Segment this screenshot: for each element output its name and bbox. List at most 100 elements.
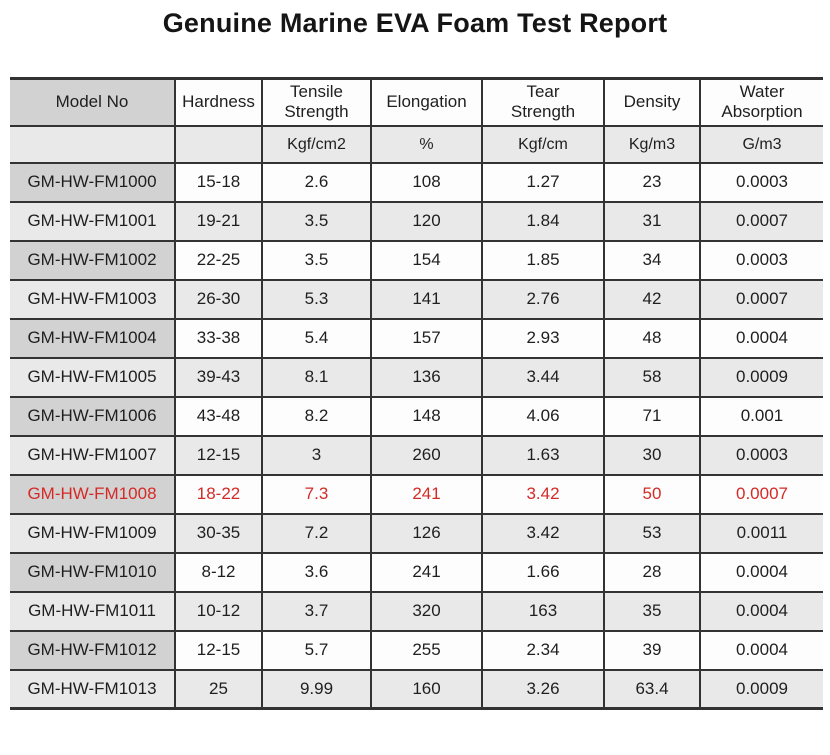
value-cell: 3.42 — [481, 473, 605, 515]
value-cell: 3.26 — [481, 668, 605, 710]
value-cell: 7.3 — [261, 473, 372, 515]
value-cell: 23 — [603, 161, 701, 203]
value-cell: 39-43 — [174, 356, 263, 398]
value-cell: 157 — [370, 317, 483, 359]
value-cell: 0.0003 — [699, 161, 823, 203]
table-row: GM-HW-FM1009 30-35 7.2 126 3.42 53 0.0011 — [10, 512, 823, 554]
model-no-cell: GM-HW-FM1009 — [10, 512, 176, 554]
value-cell: 2.6 — [261, 161, 372, 203]
value-cell: 28 — [603, 551, 701, 593]
value-cell: 3.5 — [261, 239, 372, 281]
value-cell: 0.0007 — [699, 473, 823, 515]
model-no-cell: GM-HW-FM1000 — [10, 161, 176, 203]
header-tensile-strength: Tensile Strength — [261, 77, 372, 127]
table-row: GM-HW-FM1011 10-12 3.7 320 163 35 0.0004 — [10, 590, 823, 632]
unit-tensile-strength: Kgf/cm2 — [261, 124, 372, 164]
value-cell: 260 — [370, 434, 483, 476]
table-row: GM-HW-FM1004 33-38 5.4 157 2.93 48 0.0004 — [10, 317, 823, 359]
header-density: Density — [603, 77, 701, 127]
model-no-cell: GM-HW-FM1011 — [10, 590, 176, 632]
value-cell: 160 — [370, 668, 483, 710]
value-cell: 35 — [603, 590, 701, 632]
value-cell: 1.63 — [481, 434, 605, 476]
value-cell: 141 — [370, 278, 483, 320]
model-no-cell: GM-HW-FM1007 — [10, 434, 176, 476]
value-cell: 7.2 — [261, 512, 372, 554]
header-water-absorption: Water Absorption — [699, 77, 823, 127]
model-no-cell: GM-HW-FM1010 — [10, 551, 176, 593]
unit-model-no — [10, 124, 176, 164]
value-cell: 30-35 — [174, 512, 263, 554]
table-row: GM-HW-FM1012 12-15 5.7 255 2.34 39 0.0004 — [10, 629, 823, 671]
test-report-table: Model No Hardness Tensile Strength Elong… — [10, 77, 823, 711]
value-cell: 71 — [603, 395, 701, 437]
value-cell: 241 — [370, 551, 483, 593]
value-cell: 0.0004 — [699, 590, 823, 632]
value-cell: 0.0004 — [699, 317, 823, 359]
value-cell: 1.27 — [481, 161, 605, 203]
value-cell: 58 — [603, 356, 701, 398]
header-row: Model No Hardness Tensile Strength Elong… — [10, 77, 823, 127]
value-cell: 19-21 — [174, 200, 263, 242]
value-cell: 8.2 — [261, 395, 372, 437]
model-no-cell: GM-HW-FM1002 — [10, 239, 176, 281]
table-row: GM-HW-FM1013 25 9.99 160 3.26 63.4 0.0009 — [10, 668, 823, 710]
value-cell: 3.7 — [261, 590, 372, 632]
value-cell: 39 — [603, 629, 701, 671]
table-row: GM-HW-FM1005 39-43 8.1 136 3.44 58 0.0009 — [10, 356, 823, 398]
value-cell: 3 — [261, 434, 372, 476]
value-cell: 0.0011 — [699, 512, 823, 554]
value-cell: 4.06 — [481, 395, 605, 437]
model-no-cell: GM-HW-FM1006 — [10, 395, 176, 437]
model-no-cell: GM-HW-FM1001 — [10, 200, 176, 242]
unit-hardness — [174, 124, 263, 164]
value-cell: 8-12 — [174, 551, 263, 593]
value-cell: 2.76 — [481, 278, 605, 320]
value-cell: 0.0007 — [699, 200, 823, 242]
value-cell: 3.6 — [261, 551, 372, 593]
value-cell: 3.5 — [261, 200, 372, 242]
value-cell: 9.99 — [261, 668, 372, 710]
value-cell: 10-12 — [174, 590, 263, 632]
table-row: GM-HW-FM1010 8-12 3.6 241 1.66 28 0.0004 — [10, 551, 823, 593]
value-cell: 53 — [603, 512, 701, 554]
value-cell: 3.44 — [481, 356, 605, 398]
value-cell: 15-18 — [174, 161, 263, 203]
value-cell: 42 — [603, 278, 701, 320]
value-cell: 3.42 — [481, 512, 605, 554]
table-row: GM-HW-FM1001 19-21 3.5 120 1.84 31 0.0007 — [10, 200, 823, 242]
value-cell: 320 — [370, 590, 483, 632]
header-model-no: Model No — [10, 77, 176, 127]
value-cell: 255 — [370, 629, 483, 671]
model-no-cell: GM-HW-FM1004 — [10, 317, 176, 359]
unit-water-absorption: G/m3 — [699, 124, 823, 164]
value-cell: 108 — [370, 161, 483, 203]
value-cell: 0.0009 — [699, 668, 823, 710]
value-cell: 120 — [370, 200, 483, 242]
value-cell: 2.34 — [481, 629, 605, 671]
value-cell: 163 — [481, 590, 605, 632]
value-cell: 31 — [603, 200, 701, 242]
value-cell: 126 — [370, 512, 483, 554]
value-cell: 148 — [370, 395, 483, 437]
value-cell: 0.0003 — [699, 434, 823, 476]
table-row: GM-HW-FM1002 22-25 3.5 154 1.85 34 0.0003 — [10, 239, 823, 281]
table-row: GM-HW-FM1006 43-48 8.2 148 4.06 71 0.001 — [10, 395, 823, 437]
value-cell: 8.1 — [261, 356, 372, 398]
value-cell: 2.93 — [481, 317, 605, 359]
table-row: GM-HW-FM1000 15-18 2.6 108 1.27 23 0.0003 — [10, 161, 823, 203]
value-cell: 26-30 — [174, 278, 263, 320]
value-cell: 136 — [370, 356, 483, 398]
value-cell: 0.0004 — [699, 629, 823, 671]
unit-tear-strength: Kgf/cm — [481, 124, 605, 164]
model-no-cell: GM-HW-FM1005 — [10, 356, 176, 398]
value-cell: 0.001 — [699, 395, 823, 437]
unit-elongation: % — [370, 124, 483, 164]
header-elongation: Elongation — [370, 77, 483, 127]
value-cell: 30 — [603, 434, 701, 476]
value-cell: 34 — [603, 239, 701, 281]
value-cell: 1.66 — [481, 551, 605, 593]
value-cell: 22-25 — [174, 239, 263, 281]
value-cell: 1.85 — [481, 239, 605, 281]
model-no-cell: GM-HW-FM1008 — [10, 473, 176, 515]
